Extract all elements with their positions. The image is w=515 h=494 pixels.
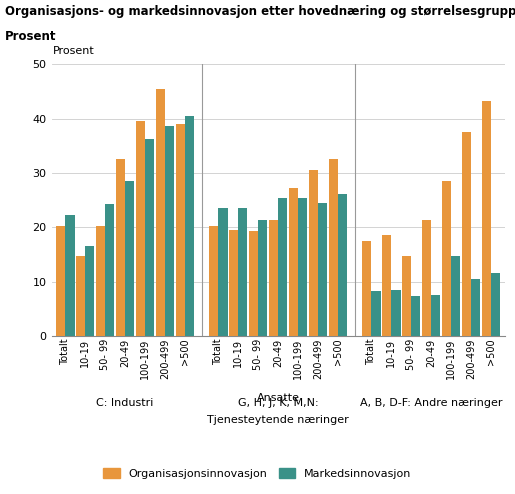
Bar bbox=[165, 125, 174, 336]
Bar bbox=[391, 289, 401, 336]
Bar bbox=[65, 215, 75, 336]
Bar bbox=[209, 226, 218, 336]
Bar bbox=[229, 230, 238, 336]
Bar bbox=[338, 194, 347, 336]
Text: Prosent: Prosent bbox=[53, 46, 95, 56]
Bar bbox=[136, 122, 145, 336]
Bar bbox=[116, 159, 125, 336]
Bar bbox=[156, 89, 165, 336]
Bar bbox=[362, 241, 371, 336]
Bar bbox=[105, 204, 114, 336]
Bar bbox=[278, 199, 287, 336]
Text: A, B, D-F: Andre næringer: A, B, D-F: Andre næringer bbox=[360, 398, 502, 408]
Text: Prosent: Prosent bbox=[5, 30, 57, 42]
Text: Ansatte: Ansatte bbox=[256, 393, 300, 403]
Text: G, H, J, K, M,N:: G, H, J, K, M,N: bbox=[238, 398, 318, 408]
Bar bbox=[402, 256, 411, 336]
Bar bbox=[329, 159, 338, 336]
Legend: Organisasjonsinnovasjon, Markedsinnovasjon: Organisasjonsinnovasjon, Markedsinnovasj… bbox=[99, 464, 416, 484]
Bar bbox=[491, 274, 500, 336]
Bar bbox=[289, 188, 298, 336]
Bar bbox=[249, 231, 258, 336]
Bar bbox=[371, 291, 381, 336]
Bar bbox=[145, 139, 154, 336]
Bar bbox=[451, 256, 460, 336]
Bar bbox=[238, 208, 248, 336]
Text: Organisasjons- og markedsinnovasjon etter hovednæring og størrelsesgruppe.: Organisasjons- og markedsinnovasjon ette… bbox=[5, 5, 515, 18]
Bar bbox=[258, 220, 267, 336]
Bar bbox=[431, 295, 440, 336]
Bar bbox=[308, 170, 318, 336]
Bar bbox=[185, 116, 194, 336]
Bar bbox=[442, 181, 451, 336]
Bar bbox=[56, 226, 65, 336]
Bar bbox=[176, 124, 185, 336]
Bar bbox=[411, 296, 420, 336]
Bar bbox=[471, 279, 480, 336]
Bar bbox=[269, 220, 278, 336]
Bar bbox=[482, 101, 491, 336]
Bar bbox=[85, 247, 94, 336]
Text: C: Industri: C: Industri bbox=[96, 398, 154, 408]
Bar bbox=[382, 236, 391, 336]
Bar bbox=[125, 180, 134, 336]
Bar bbox=[462, 132, 471, 336]
Bar bbox=[218, 208, 228, 336]
Bar bbox=[298, 199, 307, 336]
Bar bbox=[76, 256, 85, 336]
Bar bbox=[96, 226, 105, 336]
Bar bbox=[318, 203, 327, 336]
Text: Tjenesteytende næringer: Tjenesteytende næringer bbox=[207, 415, 349, 425]
Bar bbox=[422, 220, 431, 336]
